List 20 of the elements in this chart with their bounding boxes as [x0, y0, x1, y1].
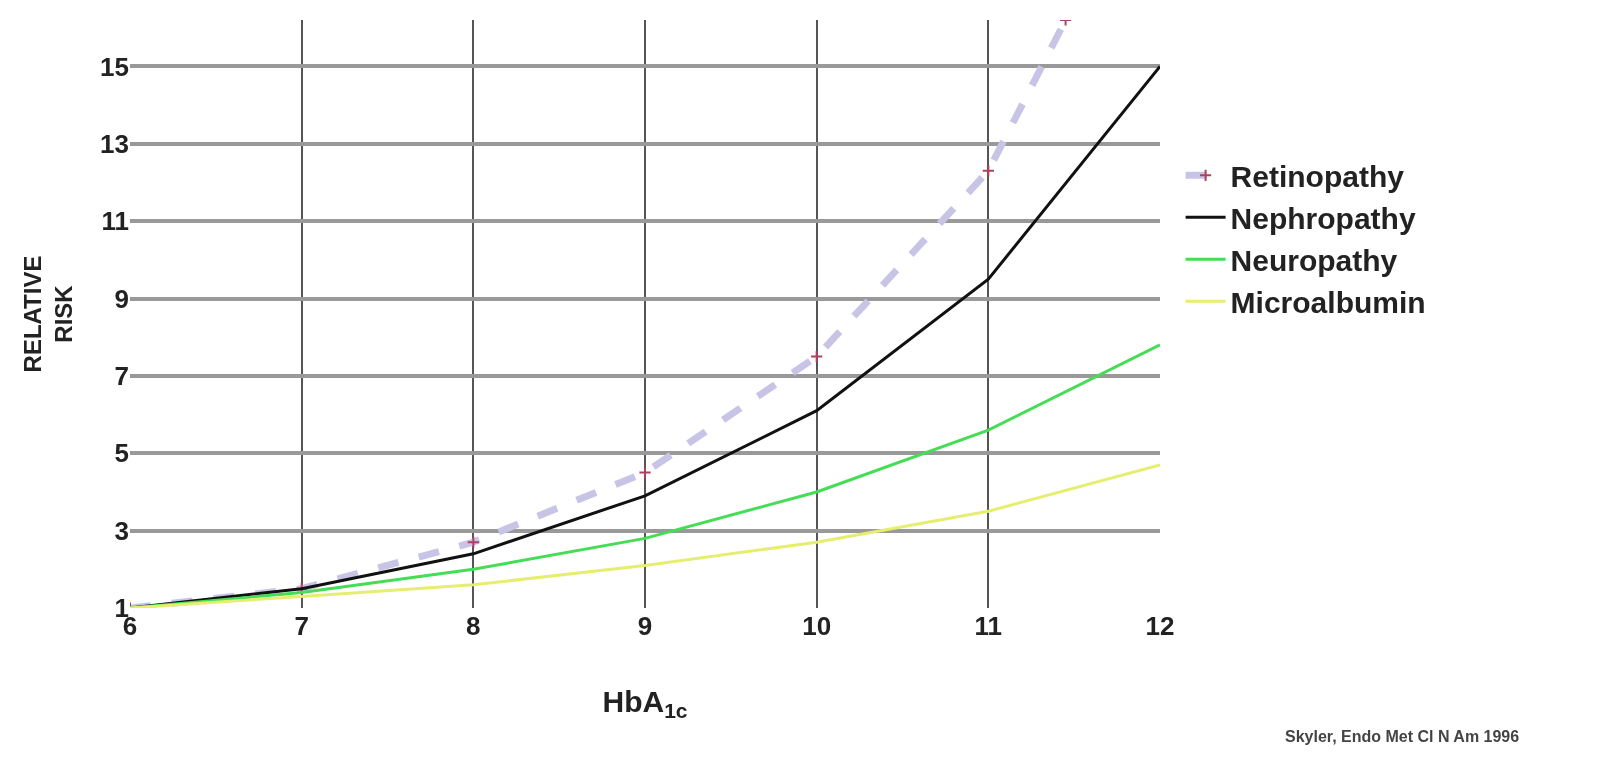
legend-label: Neuropathy [1230, 244, 1398, 278]
x-tick-label: 10 [802, 611, 832, 641]
legend-label: Retinopathy [1230, 160, 1405, 194]
y-tick-label: 3 [114, 515, 129, 546]
x-tick-label: 11 [974, 611, 1003, 641]
x-axis-title: HbA$_{1c}$ [602, 684, 688, 722]
legend-label: Microalbumin [1230, 286, 1426, 320]
y-tick-label: 13 [100, 128, 129, 159]
y-tick-label: 7 [114, 360, 129, 391]
y-tick-label: 15 [100, 51, 129, 82]
y-tick-label: 5 [114, 438, 129, 469]
y-tick-label: 9 [114, 283, 129, 314]
x-tick-label: 8 [466, 611, 481, 641]
text: Skyler, Endo Met Cl N Am 1996 [1285, 728, 1520, 745]
y-axis-title: RELATIVE RISK [18, 255, 78, 373]
x-tick-label: 9 [637, 611, 653, 641]
x-tick-label: 7 [294, 611, 309, 641]
y-tick-label: 11 [101, 206, 129, 237]
legend-label: Nephropathy [1230, 202, 1416, 236]
x-tick-label: 12 [1145, 611, 1175, 641]
